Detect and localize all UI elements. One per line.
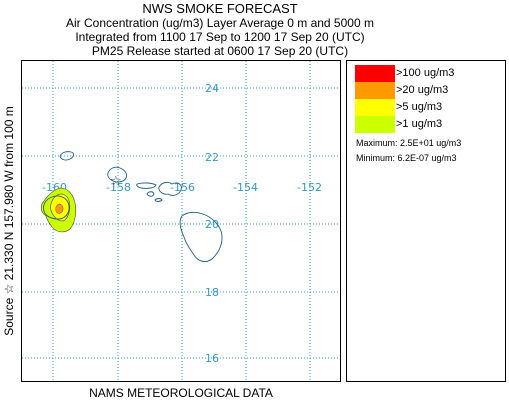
lon-labels: -160 -158 -156 -154 -152	[42, 181, 322, 194]
lat-label-22: 22	[205, 151, 219, 164]
lon-label-154: -154	[233, 181, 258, 194]
legend-label: >5 ug/m3	[396, 101, 443, 113]
coastlines	[43, 151, 223, 262]
subtitle-line-1: Air Concentration (ug/m3) Layer Average …	[66, 16, 374, 30]
lat-label-24: 24	[205, 82, 219, 95]
legend-label: >100 ug/m3	[396, 67, 455, 79]
plume-contour-gt20	[55, 203, 64, 214]
lon-label-158: -158	[106, 181, 131, 194]
title-block: NWS SMOKE FORECAST Air Concentration (ug…	[0, 0, 440, 58]
lat-label-16: 16	[205, 352, 219, 365]
legend-label: >20 ug/m3	[396, 84, 449, 96]
subtitle-line-3: PM25 Release started at 0600 17 Sep 20 (…	[91, 44, 349, 58]
legend-swatch	[355, 116, 395, 133]
legend-swatch	[355, 99, 395, 116]
map-canvas: 24 22 20 18 16 -160 -158 -156 -154 -152	[22, 61, 340, 381]
island-kauai-plume-coast	[43, 195, 70, 220]
source-label-text: Source ☆ 21.330 N 157.980 W from 100 m	[2, 106, 16, 336]
star-icon: ☆	[110, 174, 122, 189]
lon-label-156: -156	[170, 181, 195, 194]
legend-maximum: Maximum: 2.5E+01 ug/m3	[356, 138, 462, 148]
island-oahu	[107, 166, 128, 183]
legend-panel: >100 ug/m3 >20 ug/m3 >5 ug/m3 >1 ug/m3 M…	[346, 60, 506, 382]
island-molokai	[136, 182, 157, 189]
subtitle-line-2: Integrated from 1100 17 Sep to 1200 17 S…	[75, 30, 365, 44]
lon-label-152: -152	[297, 181, 322, 194]
map-frame: 24 22 20 18 16 -160 -158 -156 -154 -152	[21, 60, 341, 382]
legend-label: >1 ug/m3	[396, 118, 443, 130]
island-kahoolawe	[154, 198, 163, 202]
lat-label-18: 18	[205, 286, 219, 299]
island-hawaii	[179, 211, 223, 262]
island-maui	[158, 181, 182, 196]
legend-swatch	[355, 82, 395, 99]
map-title: NWS SMOKE FORECAST	[142, 1, 298, 16]
smoke-plume	[40, 187, 77, 233]
legend-swatch	[355, 65, 395, 82]
island-niihau	[59, 151, 74, 161]
island-lanai	[146, 191, 155, 197]
data-source-footer: NAMS METEOROLOGICAL DATA	[89, 386, 273, 400]
lat-labels: 24 22 20 18 16	[205, 82, 219, 365]
lat-label-20: 20	[205, 218, 219, 231]
legend-minimum: Minimum: 6.2E-07 ug/m3	[356, 153, 457, 163]
